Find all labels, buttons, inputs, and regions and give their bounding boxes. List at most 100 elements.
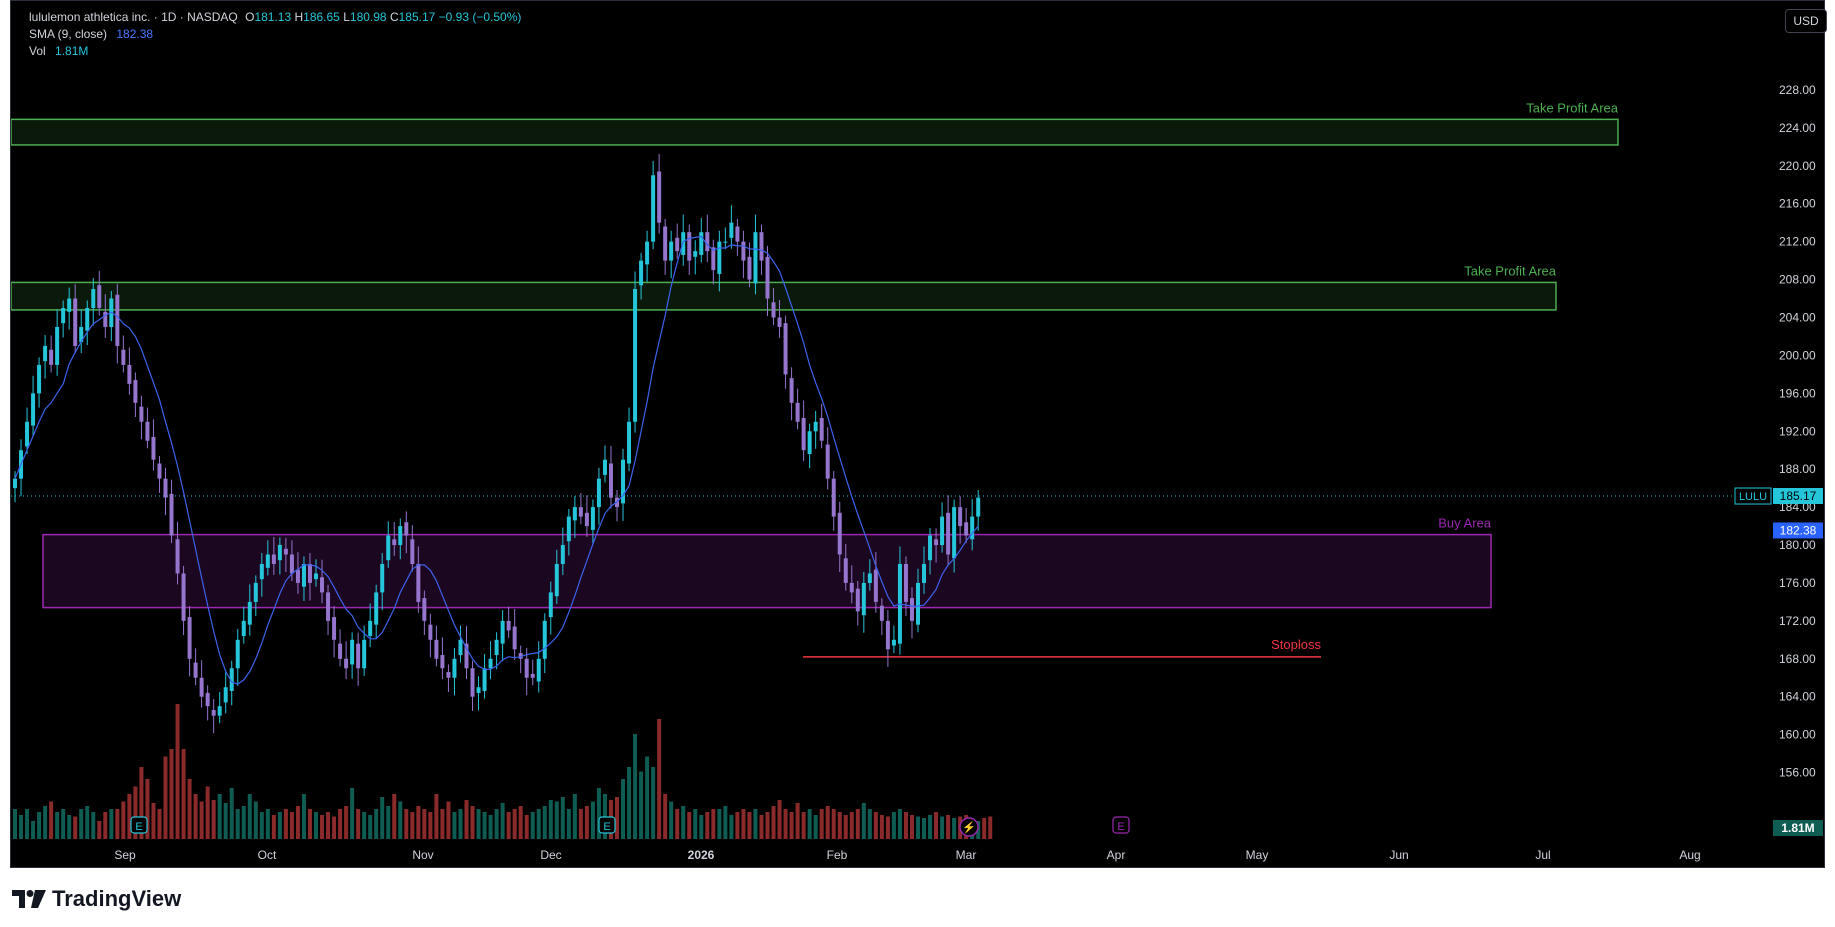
candle-body: [350, 639, 355, 665]
volume-bar: [277, 812, 282, 839]
candle-body: [777, 317, 782, 327]
ohlc-low-value: 180.98: [349, 10, 387, 24]
candle-body: [765, 256, 770, 299]
tradingview-logo[interactable]: TradingView: [12, 886, 181, 912]
take-profit-zone: [11, 118, 1619, 146]
sma-row[interactable]: SMA (9, close) 182.38: [29, 26, 521, 43]
candle-body: [873, 569, 878, 602]
candle-body: [307, 563, 312, 583]
volume-bar: [410, 812, 415, 839]
symbol-title[interactable]: lululemon athletica inc. · 1D · NASDAQ: [29, 10, 238, 24]
chart-pane[interactable]: 228.00 224.00 220.00 216.00 212.00 208.00 204.…: [10, 0, 1827, 868]
volume-bar: [530, 812, 535, 839]
candle-body: [169, 493, 174, 536]
volume-bar: [843, 815, 848, 839]
volume-bar: [253, 801, 258, 839]
candle-body: [795, 402, 800, 422]
candle-body: [554, 563, 559, 597]
candle-body: [705, 232, 710, 252]
currency-button[interactable]: USD: [1785, 9, 1827, 33]
candle-body: [247, 601, 252, 625]
dividend-marker-icon: ⚡: [962, 821, 976, 834]
candle-body: [133, 380, 138, 403]
candle-body: [31, 393, 36, 426]
candle-body: [211, 709, 216, 716]
volume-bar: [922, 818, 927, 839]
volume-bar: [675, 809, 680, 839]
volume-bar: [283, 809, 288, 839]
candle-body: [314, 573, 318, 580]
volume-bar: [542, 806, 547, 839]
volume-bar: [837, 812, 842, 839]
volume-bar: [560, 797, 565, 839]
volume-bar: [861, 803, 866, 839]
y-tick-label: 224.00: [1779, 121, 1816, 135]
volume-bar: [873, 812, 878, 839]
candle-body: [338, 643, 343, 659]
volume-badge-label: 1.81M: [1781, 821, 1814, 835]
candle-body: [922, 563, 927, 583]
tradingview-logo-icon: [12, 890, 46, 908]
x-tick-label: Apr: [1107, 848, 1126, 862]
volume-bar: [416, 806, 421, 839]
volume-bar: [271, 815, 276, 839]
candle-body: [103, 311, 108, 327]
candle-body: [55, 326, 60, 365]
price-chart[interactable]: 228.00 224.00 220.00 216.00 212.00 208.00 204.…: [11, 1, 1824, 867]
y-tick-label: 200.00: [1779, 348, 1816, 362]
volume-bar: [332, 816, 337, 839]
volume-bar: [434, 794, 439, 839]
y-tick-label: 176.00: [1779, 576, 1816, 590]
candle-body: [139, 406, 144, 422]
candle-body: [265, 554, 270, 568]
volume-bar: [482, 812, 487, 839]
ohlc-close-label: C: [389, 10, 399, 24]
candle-body: [512, 626, 517, 650]
volume-bar: [229, 788, 234, 839]
volume-bar: [627, 767, 632, 839]
candle-body: [536, 658, 541, 682]
candle-body: [952, 507, 957, 559]
x-tick-label: May: [1246, 848, 1269, 862]
candle-body: [633, 289, 638, 422]
candle-body: [181, 573, 186, 621]
volume-bar: [386, 806, 391, 839]
candle-body: [843, 558, 848, 583]
candle-body: [187, 617, 192, 659]
take-profit-zone: [11, 281, 1557, 311]
volume-bar: [524, 815, 529, 839]
x-tick-label: Mar: [956, 848, 977, 862]
candle-body: [235, 639, 240, 669]
volume-bar: [916, 816, 920, 839]
candle-body: [121, 349, 126, 365]
volume-bar: [693, 809, 698, 839]
candle-body: [97, 285, 102, 309]
candle-body: [789, 378, 794, 403]
candle-body: [404, 522, 409, 536]
volume-bar: [982, 818, 987, 839]
candle-body: [524, 658, 529, 678]
volume-bar: [663, 794, 668, 839]
candle-body: [687, 232, 692, 261]
candle-body: [356, 643, 361, 669]
volume-bar: [193, 794, 198, 839]
y-tick-label: 196.00: [1779, 386, 1816, 400]
candle-body: [127, 364, 132, 384]
volume-bar: [223, 803, 228, 839]
volume-row[interactable]: Vol 1.81M: [29, 43, 521, 60]
volume-bar: [572, 794, 577, 839]
volume-bar: [259, 812, 264, 839]
volume-bar: [307, 809, 312, 839]
candle-body: [693, 251, 698, 257]
volume-bar: [819, 809, 824, 839]
ohlc-high-label: H: [294, 10, 304, 24]
volume-bar: [849, 812, 854, 839]
take-profit-label: Take Profit Area: [1526, 100, 1619, 115]
y-tick-label: 192.00: [1779, 424, 1816, 438]
candle-body: [464, 643, 469, 669]
ohlc-high-value: 186.65: [303, 10, 340, 24]
volume-bar: [464, 800, 469, 839]
volume-bar: [723, 806, 728, 839]
volume-bar: [19, 815, 24, 839]
candle-body: [596, 478, 601, 508]
